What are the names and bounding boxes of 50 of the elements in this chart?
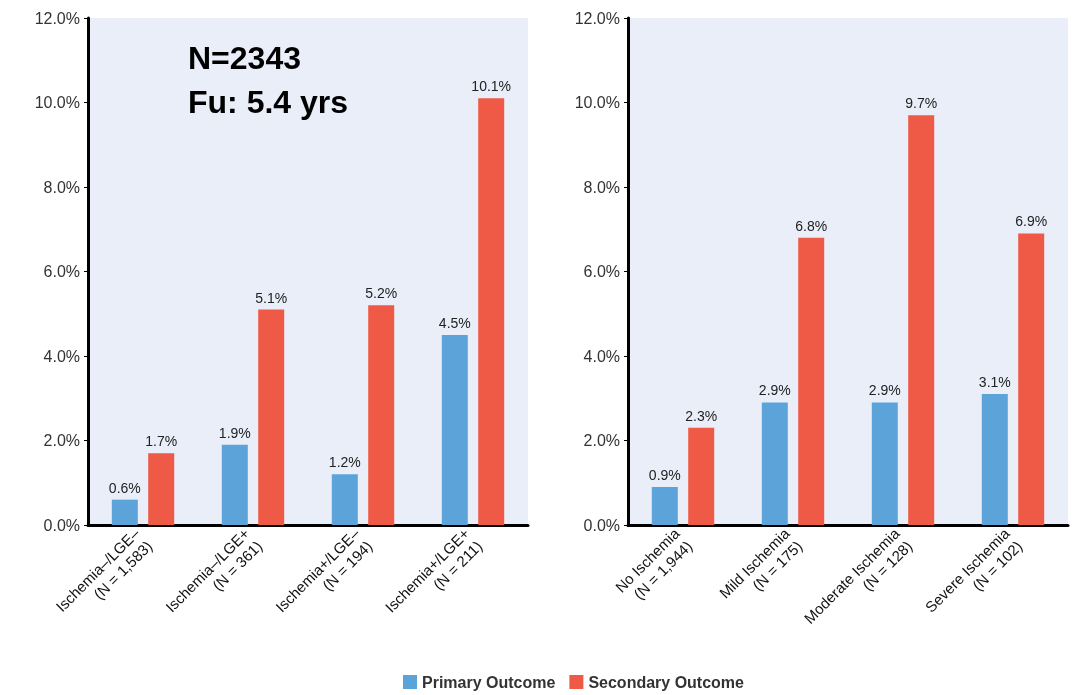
y-tick-label: 12.0% xyxy=(574,9,620,27)
data-label: 5.2% xyxy=(365,285,398,302)
annotation: N=2343 xyxy=(188,40,301,76)
bar xyxy=(258,309,285,525)
y-tick-label: 4.0% xyxy=(583,347,620,365)
y-tick-label: 6.0% xyxy=(43,263,80,280)
bar xyxy=(798,237,825,525)
annotation: Fu: 5.4 yrs xyxy=(188,84,349,120)
data-label: 0.6% xyxy=(108,479,141,496)
data-label: 1.9% xyxy=(218,424,251,441)
legend-label: Primary Outcome xyxy=(422,673,556,691)
data-label: 3.1% xyxy=(978,374,1011,391)
bar xyxy=(651,486,678,525)
data-label: 2.9% xyxy=(758,382,791,399)
y-tick-label: 8.0% xyxy=(43,178,80,196)
bar xyxy=(331,474,358,525)
data-label: 2.3% xyxy=(685,407,718,424)
data-label: 10.1% xyxy=(471,78,512,95)
bar xyxy=(221,444,248,525)
bar xyxy=(368,305,395,525)
y-tick-label: 6.0% xyxy=(583,263,620,280)
bar xyxy=(111,499,138,525)
bar xyxy=(871,402,898,525)
y-tick-label: 2.0% xyxy=(583,432,620,449)
data-label: 6.8% xyxy=(795,217,828,234)
y-tick-label: 0.0% xyxy=(583,516,620,534)
data-label: 0.9% xyxy=(648,466,681,483)
bar xyxy=(148,453,175,525)
y-tick-label: 8.0% xyxy=(583,178,620,196)
bar xyxy=(441,334,468,525)
y-tick-label: 12.0% xyxy=(34,9,80,27)
data-label: 5.1% xyxy=(255,289,288,306)
data-label: 4.5% xyxy=(438,314,471,331)
bar xyxy=(1018,233,1045,525)
bar xyxy=(908,115,935,525)
y-tick-label: 4.0% xyxy=(43,347,80,365)
bar xyxy=(981,394,1008,525)
bar xyxy=(761,402,788,525)
data-label: 1.7% xyxy=(145,433,178,450)
bar xyxy=(478,98,505,525)
y-tick-label: 10.0% xyxy=(34,94,80,111)
data-label: 1.2% xyxy=(328,454,361,471)
legend-label: Secondary Outcome xyxy=(588,673,745,691)
data-label: 9.7% xyxy=(905,95,938,112)
bar xyxy=(688,427,715,525)
y-tick-label: 0.0% xyxy=(43,516,80,534)
data-label: 2.9% xyxy=(868,382,901,399)
y-tick-label: 2.0% xyxy=(43,432,80,449)
y-tick-label: 10.0% xyxy=(574,94,620,111)
data-label: 6.9% xyxy=(1015,213,1048,230)
